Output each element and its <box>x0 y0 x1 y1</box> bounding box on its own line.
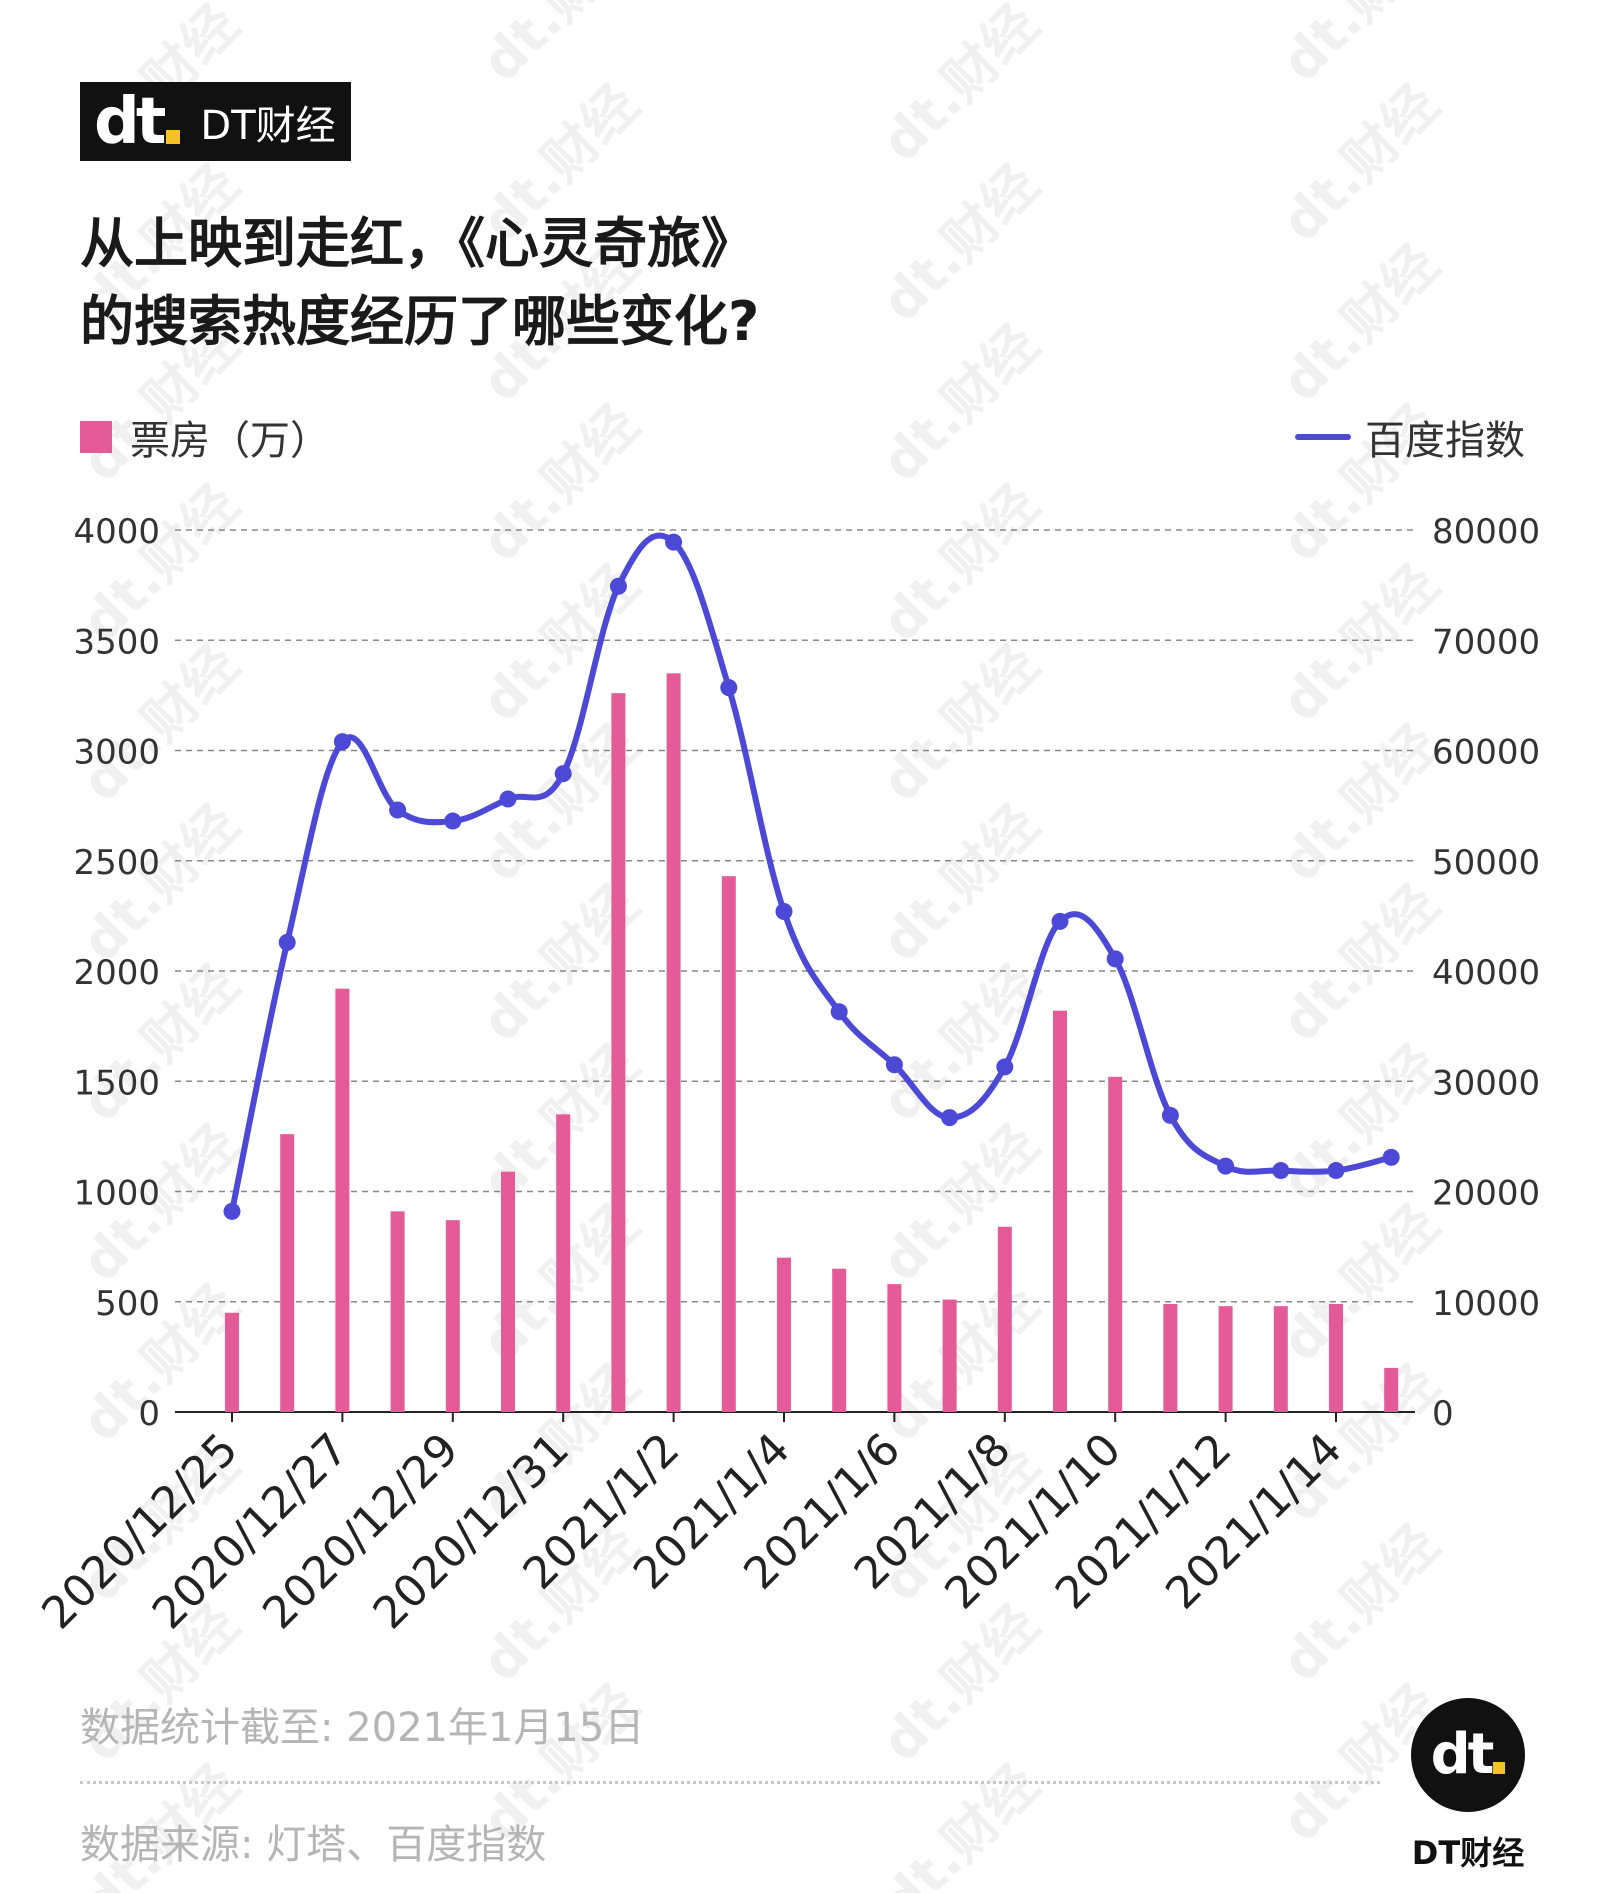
bar-box-office <box>832 1268 847 1412</box>
left-axis-tick-label: 3000 <box>73 733 160 773</box>
bar-box-office <box>942 1299 957 1412</box>
baidu-index-point <box>499 790 517 808</box>
bar-box-office <box>1218 1306 1233 1412</box>
brand-name: DT财经 <box>200 102 336 149</box>
bar-box-office <box>721 876 736 1412</box>
baidu-index-point <box>665 533 683 551</box>
baidu-index-point <box>278 933 296 951</box>
right-axis-tick-label: 30000 <box>1432 1063 1540 1103</box>
chart-title: 从上映到走红，《心灵奇旅》 的搜索热度经历了哪些变化? <box>80 205 1380 361</box>
baidu-index-point <box>1106 950 1124 968</box>
brand-badge: dt DT财经 <box>80 82 351 161</box>
bar-box-office <box>501 1171 515 1412</box>
baidu-index-point <box>554 765 572 783</box>
bar-box-office <box>1163 1303 1178 1412</box>
right-axis-tick-label: 10000 <box>1432 1284 1540 1324</box>
right-axis-tick-label: 50000 <box>1432 843 1540 883</box>
title-line-2: 的搜索热度经历了哪些变化? <box>80 290 760 353</box>
footer-divider <box>80 1781 1380 1784</box>
bar-box-office <box>666 673 681 1412</box>
right-axis-tick-label: 20000 <box>1432 1174 1540 1214</box>
bar-box-office <box>445 1220 460 1412</box>
bar-box-office <box>1329 1303 1343 1412</box>
legend-bar-swatch <box>80 421 112 453</box>
baidu-index-point <box>444 812 462 830</box>
legend-bar: 票房（万） <box>80 408 330 466</box>
left-axis-tick-label: 2000 <box>73 953 160 993</box>
baidu-index-point <box>1051 912 1069 930</box>
bar-box-office <box>1273 1306 1288 1412</box>
bar-box-office <box>335 988 350 1412</box>
baidu-index-point <box>885 1056 903 1074</box>
bar-box-office <box>390 1211 405 1412</box>
right-axis-tick-label: 0 <box>1432 1394 1454 1434</box>
left-axis-tick-label: 1000 <box>73 1174 160 1214</box>
baidu-index-point <box>223 1202 241 1220</box>
logo-mark: dt <box>1430 1722 1495 1787</box>
baidu-index-point <box>996 1058 1014 1076</box>
baidu-index-point <box>1382 1148 1400 1166</box>
baidu-index-point <box>1327 1162 1345 1180</box>
bar-box-office <box>280 1134 295 1412</box>
legend-line-swatch <box>1295 434 1351 440</box>
right-axis-tick-label: 70000 <box>1432 622 1540 662</box>
bar-box-office <box>887 1284 902 1412</box>
bar-box-office <box>1053 1010 1067 1412</box>
bar-box-office <box>1384 1367 1399 1412</box>
baidu-index-point <box>830 1003 848 1021</box>
footer-note: 数据统计截至: 2021年1月15日 <box>80 1705 645 1751</box>
left-axis-tick-label: 4000 <box>73 512 160 552</box>
baidu-index-point <box>333 733 351 751</box>
baidu-index-point <box>1217 1157 1235 1175</box>
baidu-index-line <box>229 532 1395 1215</box>
logo-text: DT财经 <box>1411 1834 1525 1872</box>
baidu-index-point <box>609 577 627 595</box>
left-axis-tick-label: 3500 <box>73 622 160 662</box>
dt-logo-icon: dt <box>1411 1698 1525 1812</box>
left-axis-tick-label: 500 <box>95 1284 160 1324</box>
right-axis-tick-label: 40000 <box>1432 953 1540 993</box>
legend-line-label: 百度指数 <box>1365 418 1525 464</box>
bar-box-office <box>777 1257 791 1412</box>
brand-mark-dot <box>166 129 181 144</box>
left-axis-tick-label: 1500 <box>73 1063 160 1103</box>
bar-box-office <box>611 693 626 1412</box>
logo-mark-dot <box>1493 1762 1506 1774</box>
title-line-1: 从上映到走红，《心灵奇旅》 <box>80 212 755 275</box>
footer-source: 数据来源: 灯塔、百度指数 <box>80 1822 547 1868</box>
baidu-index-point <box>720 679 738 697</box>
brand-mark: dt <box>94 84 166 159</box>
baidu-index-point <box>1272 1162 1290 1180</box>
right-axis-tick-label: 60000 <box>1432 733 1540 773</box>
baidu-index-point <box>1161 1106 1179 1124</box>
left-axis-tick-label: 0 <box>138 1394 160 1434</box>
baidu-index-point <box>389 801 407 819</box>
legend-bar-label: 票房（万） <box>130 418 330 464</box>
bar-box-office <box>225 1312 239 1412</box>
bar-box-office <box>1108 1076 1123 1412</box>
baidu-index-point <box>941 1109 959 1127</box>
bar-box-office <box>997 1226 1012 1412</box>
bar-box-office <box>556 1114 571 1412</box>
right-axis-tick-label: 80000 <box>1432 512 1540 552</box>
legend-line: 百度指数 <box>1295 408 1525 466</box>
left-axis-tick-label: 2500 <box>73 843 160 883</box>
baidu-index-point <box>775 902 793 920</box>
